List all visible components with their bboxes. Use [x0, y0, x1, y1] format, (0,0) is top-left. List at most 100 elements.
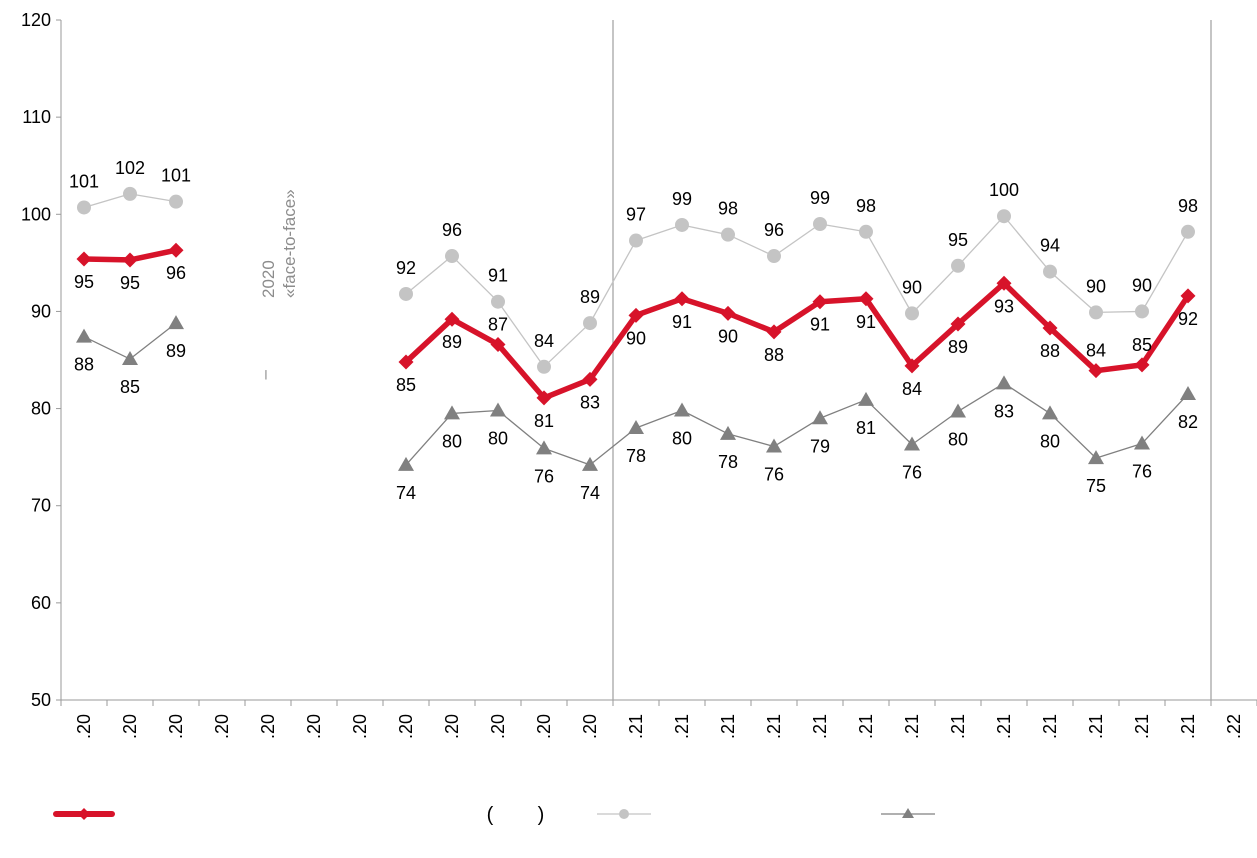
data-label: 80 [948, 429, 968, 449]
y-tick-label: 110 [22, 107, 51, 127]
annotation-text: 2020 [259, 260, 278, 298]
data-label: 76 [902, 463, 922, 483]
data-point-triangle [398, 456, 414, 471]
data-point-circle [1181, 224, 1195, 239]
x-tick-label: .21 [856, 714, 876, 739]
data-point-triangle [996, 375, 1012, 390]
legend-swatch-circle [619, 809, 629, 819]
data-labels: 101 102 101 92 96 91 84 89 97 99 98 96 99 98 90 95 100 94… [69, 158, 1198, 503]
data-point-triangle [168, 315, 184, 330]
annotation-text: «face-to-face» [280, 189, 299, 298]
x-tick-label: .20 [534, 714, 554, 739]
data-point-circle [813, 217, 827, 231]
data-label: 91 [488, 266, 508, 286]
data-point-triangle [490, 402, 506, 417]
data-label: 95 [74, 272, 94, 292]
data-point-circle [721, 227, 735, 242]
data-point-diamond [1088, 363, 1104, 379]
data-point-diamond [76, 251, 92, 267]
data-label: 101 [69, 171, 99, 191]
x-tick-label: .21 [626, 714, 646, 739]
data-label: 90 [1132, 275, 1152, 295]
data-label: 82 [1178, 412, 1198, 432]
data-point-diamond [996, 275, 1012, 291]
data-label: 96 [166, 263, 186, 283]
data-label: 81 [856, 418, 876, 438]
data-label: 100 [989, 180, 1019, 200]
data-label: 96 [442, 220, 462, 240]
data-point-diamond [904, 358, 920, 374]
x-tick-label: .21 [1086, 714, 1106, 739]
data-point-circle [123, 186, 137, 201]
data-label: 88 [764, 345, 784, 365]
data-point-circle [583, 316, 597, 331]
data-label: 102 [115, 158, 145, 178]
data-label: 101 [161, 166, 191, 186]
data-label: 87 [488, 314, 508, 334]
data-label: 99 [810, 188, 830, 208]
data-label: 85 [1132, 335, 1152, 355]
data-point-circle [399, 286, 413, 301]
data-point-diamond [628, 307, 644, 323]
data-point-triangle [122, 351, 138, 366]
data-point-diamond [1134, 357, 1150, 373]
data-label: 76 [764, 464, 784, 484]
data-label: 89 [580, 287, 600, 307]
data-label: 89 [948, 337, 968, 357]
x-tick-label: .20 [212, 714, 232, 739]
data-label: 90 [902, 277, 922, 297]
legend-item-series-3 [881, 808, 935, 818]
data-label: 74 [396, 483, 416, 503]
data-label: 92 [1178, 309, 1198, 329]
data-label: 80 [442, 431, 462, 451]
data-point-triangle [674, 402, 690, 417]
legend-paren-open: ( [487, 804, 494, 826]
data-label: 95 [948, 230, 968, 250]
data-point-circle [491, 294, 505, 309]
data-point-triangle [582, 456, 598, 471]
data-point-circle [1135, 304, 1149, 319]
data-label: 98 [718, 199, 738, 219]
data-point-diamond [122, 252, 138, 268]
data-point-diamond [444, 311, 460, 327]
data-point-triangle [1088, 450, 1104, 465]
data-label: 98 [856, 196, 876, 216]
data-point-triangle [1134, 435, 1150, 450]
data-point-diamond [536, 390, 552, 406]
x-tick-label: .20 [396, 714, 416, 739]
data-label: 74 [580, 483, 600, 503]
data-point-circle [675, 217, 689, 232]
data-label: 88 [74, 355, 94, 375]
data-label: 90 [718, 326, 738, 346]
data-point-circle [859, 224, 873, 239]
series-layer [76, 186, 1196, 471]
data-label: 84 [1086, 341, 1106, 361]
x-tick-label: .20 [74, 714, 94, 739]
data-point-diamond [490, 336, 506, 352]
data-label: 78 [626, 446, 646, 466]
data-point-circle [169, 194, 183, 209]
data-label: 89 [442, 332, 462, 352]
data-point-diamond [1180, 288, 1196, 304]
data-point-triangle [720, 425, 736, 440]
data-point-diamond [674, 291, 690, 307]
data-point-diamond [398, 354, 414, 370]
data-label: 78 [718, 452, 738, 472]
data-label: 75 [1086, 476, 1106, 496]
y-tick-label: 60 [31, 593, 51, 613]
data-point-triangle [1042, 405, 1058, 420]
series-diamond [76, 242, 1196, 406]
series-line [404, 280, 1191, 401]
annotation-dash: – [255, 369, 274, 379]
x-tick-label: .20 [304, 714, 324, 739]
data-point-triangle [904, 436, 920, 451]
data-point-diamond [1042, 320, 1058, 336]
data-label: 92 [396, 258, 416, 278]
data-label: 84 [902, 379, 922, 399]
data-label: 85 [120, 377, 140, 397]
data-point-triangle [950, 403, 966, 418]
data-point-circle [997, 209, 1011, 224]
data-label: 91 [856, 312, 876, 332]
